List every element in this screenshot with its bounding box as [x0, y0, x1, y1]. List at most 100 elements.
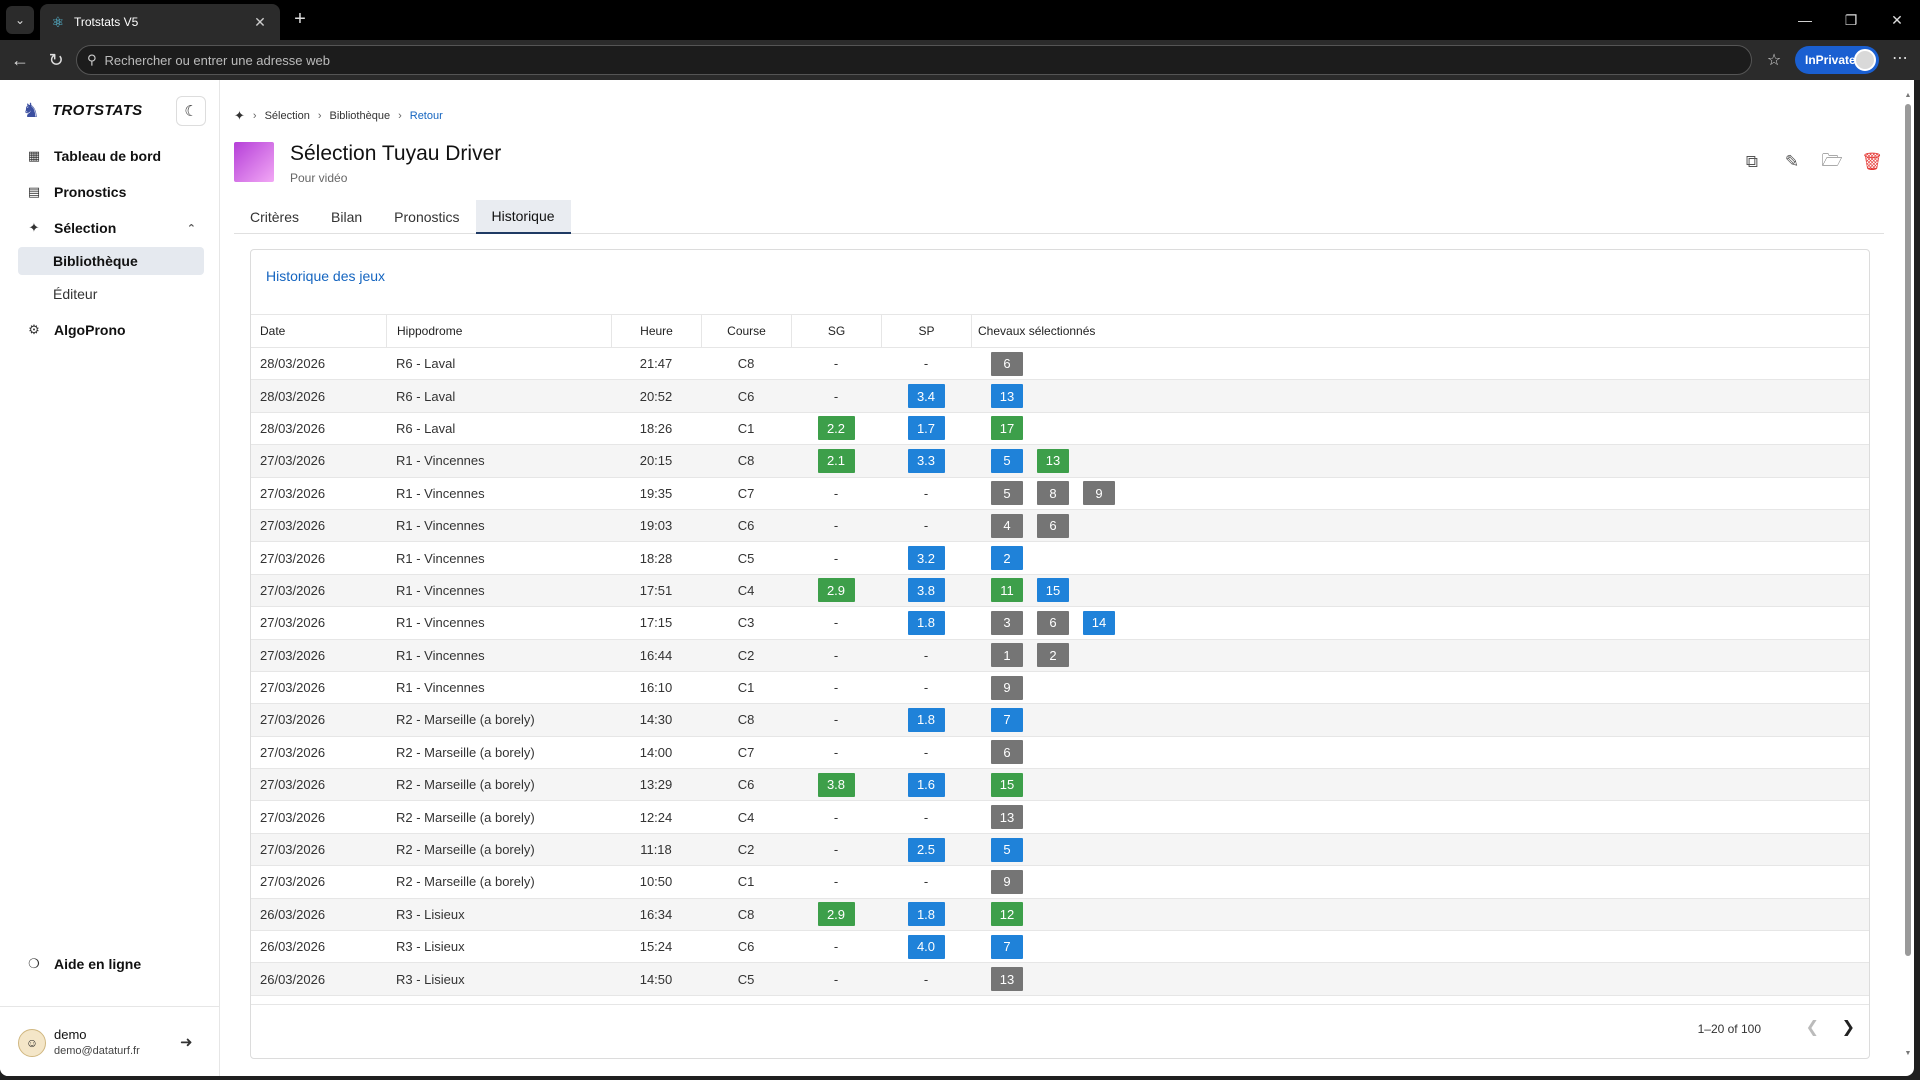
horse-badge: 5	[991, 448, 1023, 473]
sp-badge: 1.6	[907, 772, 945, 797]
hippodrome-value: R1 - Vincennes	[396, 518, 485, 534]
table-row[interactable]: 27/03/2026 R1 - Vincennes 20:15 C8 2.1 3.3 5 13	[251, 445, 1869, 478]
sidebar-item-pronostics[interactable]: ▤ Pronostics	[18, 178, 204, 206]
help-link[interactable]: ❍ Aide en ligne	[18, 950, 204, 978]
tab-title: Trotstats V5	[74, 15, 139, 29]
sg-badge: 2.1	[817, 448, 855, 473]
scroll-down-icon[interactable]: ▼	[1904, 1050, 1912, 1057]
table-row[interactable]: 28/03/2026 R6 - Laval 20:52 C6 - 3.4 13	[251, 380, 1869, 413]
favorites-star-icon[interactable]: ☆	[1766, 52, 1782, 69]
date-value: 27/03/2026	[260, 842, 326, 858]
column-header-chevaux[interactable]: Chevaux sélectionnés	[971, 315, 1869, 347]
new-tab-icon[interactable]: +	[294, 8, 306, 30]
tab-criteres[interactable]: Critères	[250, 209, 300, 225]
delete-icon[interactable]: 🗑	[1861, 152, 1883, 171]
page-scrollbar[interactable]: ▲ ▼	[1904, 92, 1912, 1057]
table-row[interactable]: 26/03/2026 R3 - Lisieux 14:50 C5 - - 13	[251, 963, 1869, 996]
browser-titlebar: ⌄ ⚛ Trotstats V5 ✕ + — ❐ ✕	[0, 0, 1920, 40]
more-menu-icon[interactable]: ⋯	[1892, 50, 1908, 67]
minimize-icon[interactable]: —	[1798, 12, 1812, 28]
tab-close-icon[interactable]: ✕	[254, 13, 266, 30]
scroll-thumb[interactable]	[1905, 104, 1911, 956]
chevron-right-icon[interactable]: ❯	[1841, 1019, 1855, 1036]
hippodrome-value: R2 - Marseille (a borely)	[396, 809, 535, 825]
course-value: C2	[737, 842, 755, 858]
inprivate-button[interactable]: InPrivate	[1795, 46, 1879, 74]
help-lifebuoy-icon: ❍	[28, 956, 40, 971]
sidebar-item-selection[interactable]: ✦ Sélection ⌃	[18, 214, 204, 242]
cell-course: C2	[701, 640, 791, 671]
date-value: 26/03/2026	[260, 906, 326, 922]
table-row[interactable]: 27/03/2026 R1 - Vincennes 17:15 C3 - 1.8 3 6 14	[251, 607, 1869, 640]
avatar[interactable]: ☺	[18, 1029, 46, 1057]
table-row[interactable]: 27/03/2026 R2 - Marseille (a borely) 12:24…	[251, 801, 1869, 834]
tab-historique[interactable]: Historique	[475, 200, 571, 234]
date-value: 27/03/2026	[260, 485, 326, 501]
puzzle-icon[interactable]: ✦	[234, 108, 245, 123]
sg-empty: -	[833, 939, 839, 955]
cell-heure: 14:30	[611, 704, 701, 735]
chevron-left-icon[interactable]: ❮	[1805, 1019, 1819, 1036]
back-arrow-icon[interactable]: ←	[11, 49, 29, 70]
breadcrumb-item-selection[interactable]: Sélection	[264, 110, 310, 122]
dark-mode-toggle[interactable]: ☾	[176, 96, 206, 126]
table-row[interactable]: 27/03/2026 R2 - Marseille (a borely) 14:00…	[251, 737, 1869, 770]
cell-hippodrome: R2 - Marseille (a borely)	[386, 704, 611, 735]
horse-badge: 13	[991, 384, 1023, 409]
heure-value: 21:47	[639, 356, 673, 372]
scroll-up-icon[interactable]: ▲	[1904, 92, 1912, 99]
copy-icon[interactable]: ⧉	[1745, 152, 1759, 171]
breadcrumb-back-link[interactable]: Retour	[409, 110, 443, 122]
refresh-icon[interactable]: ↻	[48, 49, 64, 70]
column-header-hippodrome[interactable]: Hippodrome	[386, 315, 611, 347]
restore-icon[interactable]: ❐	[1844, 11, 1858, 28]
table-row[interactable]: 27/03/2026 R1 - Vincennes 16:10 C1 - - 9	[251, 672, 1869, 705]
browser-tab[interactable]: ⚛ Trotstats V5 ✕	[40, 4, 280, 40]
address-bar[interactable]: ⚲ Rechercher ou entrer une adresse web	[76, 45, 1752, 75]
table-row[interactable]: 27/03/2026 R2 - Marseille (a borely) 13:29…	[251, 769, 1869, 802]
table-row[interactable]: 26/03/2026 R3 - Lisieux 15:24 C6 - 4.0 7	[251, 931, 1869, 964]
table-row[interactable]: 27/03/2026 R2 - Marseille (a borely) 14:30…	[251, 704, 1869, 737]
cell-date: 26/03/2026	[251, 899, 386, 930]
table-row[interactable]: 27/03/2026 R1 - Vincennes 19:35 C7 - - 5 8 9	[251, 478, 1869, 510]
column-header-course[interactable]: Course	[701, 315, 791, 347]
sg-empty: -	[833, 842, 839, 858]
table-row[interactable]: 27/03/2026 R1 - Vincennes 19:03 C6 - - 4 6	[251, 509, 1869, 543]
brand-name: TROTSTATS	[52, 101, 143, 119]
table-row[interactable]: 27/03/2026 R1 - Vincennes 16:44 C2 - - 1 2	[251, 639, 1869, 672]
tab-actions-icon[interactable]: ⌄	[6, 6, 34, 34]
sidebar-item-tableau-de-bord[interactable]: ▦ Tableau de bord	[18, 142, 204, 170]
hippodrome-value: R1 - Vincennes	[396, 615, 485, 631]
table-row[interactable]: 26/03/2026 R3 - Lisieux 16:34 C8 2.9 1.8 12	[251, 898, 1869, 932]
logout-icon[interactable]: ➜	[180, 1034, 193, 1051]
column-header-sp[interactable]: SP	[881, 315, 971, 347]
table-row[interactable]: 27/03/2026 R1 - Vincennes 17:51 C4 2.9 3.8 11 1…	[251, 574, 1869, 608]
table-header: Date Hippodrome Heure Course SG SP Cheva…	[251, 314, 1869, 348]
app-window: ♞ TROTSTATS ☾ ▦ Tableau de bord ▤ Pronos…	[0, 80, 1914, 1076]
sidebar-item-algoprono[interactable]: ⚙ AlgoProno	[18, 316, 204, 344]
cell-sg: 2.1	[791, 445, 881, 476]
cell-hippodrome: R1 - Vincennes	[386, 478, 611, 509]
table-row[interactable]: 27/03/2026 R1 - Vincennes 18:28 C5 - 3.2 2	[251, 542, 1869, 575]
logo[interactable]: ♞ TROTSTATS	[22, 98, 142, 122]
edit-pencil-icon[interactable]: ✎	[1784, 152, 1800, 171]
tab-pronostics[interactable]: Pronostics	[394, 209, 460, 225]
horse-badge: 6	[1037, 513, 1069, 538]
table-row[interactable]: 28/03/2026 R6 - Laval 21:47 C8 - - 6	[251, 348, 1869, 381]
cell-date: 27/03/2026	[251, 866, 386, 897]
cell-heure: 21:47	[611, 348, 701, 379]
cell-sg: 2.9	[791, 575, 881, 606]
cell-sg: -	[791, 478, 881, 509]
column-header-date[interactable]: Date	[260, 324, 286, 338]
table-row[interactable]: 27/03/2026 R2 - Marseille (a borely) 10:50…	[251, 866, 1869, 899]
sidebar-item-editeur[interactable]: Éditeur	[18, 280, 204, 308]
move-folder-icon[interactable]: 🗁	[1821, 150, 1843, 170]
sidebar-item-bibliotheque[interactable]: Bibliothèque	[18, 247, 204, 275]
table-row[interactable]: 28/03/2026 R6 - Laval 18:26 C1 2.2 1.7 17	[251, 413, 1869, 446]
column-header-heure[interactable]: Heure	[611, 315, 701, 347]
column-header-sg[interactable]: SG	[791, 315, 881, 347]
window-close-icon[interactable]: ✕	[1891, 11, 1903, 28]
table-row[interactable]: 27/03/2026 R2 - Marseille (a borely) 11:18…	[251, 833, 1869, 867]
tab-bilan[interactable]: Bilan	[331, 209, 363, 225]
breadcrumb-item-bibliotheque[interactable]: Bibliothèque	[329, 110, 391, 122]
